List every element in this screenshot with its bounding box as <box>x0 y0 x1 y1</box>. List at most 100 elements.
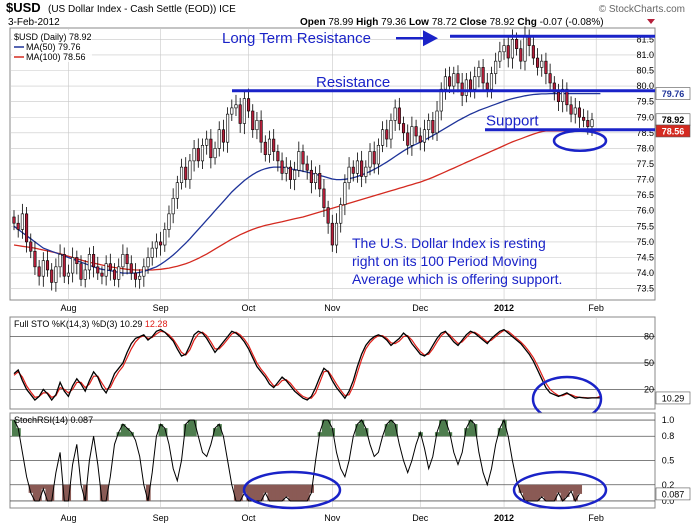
candle-body <box>318 173 322 190</box>
x-axis: Aug Aug Sep Sep Oct Oct Nov Nov Dec Dec 2012 2012 Fe… <box>60 303 604 523</box>
candle-body <box>360 160 364 177</box>
x-tick-label: Feb <box>588 303 604 313</box>
candle-body <box>87 254 91 271</box>
candle-body <box>448 76 452 87</box>
candle-body <box>494 60 498 74</box>
rsi-oversold-fill <box>531 484 536 501</box>
rsi-overbought-fill <box>434 432 440 437</box>
rsi-oversold-fill <box>522 484 528 501</box>
candle-body <box>577 107 581 118</box>
candle-body <box>154 241 158 249</box>
price-panel: 73.5 74.0 74.5 75.0 75.5 76.0 76.5 77.0 77.5 78.0… <box>9 26 691 301</box>
candle-body <box>536 57 540 68</box>
rsi-oversold-fill <box>238 484 243 501</box>
candle-body <box>561 88 565 102</box>
rsi-level-label: 0.5 <box>662 456 675 466</box>
rsi-oversold-fill <box>548 484 553 501</box>
candle-body <box>401 123 406 134</box>
rsi-oversold-fill <box>577 484 583 494</box>
rsi-overbought-fill <box>501 420 507 437</box>
candle-body <box>406 132 410 146</box>
rsi-last-tag-bg <box>655 487 691 501</box>
rsi-oversold-fill <box>288 484 294 501</box>
note-line-3: Average which is offering support. <box>352 271 562 287</box>
candle-body <box>586 120 590 127</box>
candle-body <box>209 138 213 159</box>
support-label: Support <box>486 113 539 130</box>
candle-body <box>548 73 552 84</box>
rsi-oversold-fill <box>292 484 298 501</box>
legend-price: $USD (Daily) 78.92 <box>14 32 92 42</box>
candle-body <box>485 82 489 90</box>
ohlc-readout: Open 78.99 High 79.36 Low 78.72 Close 78… <box>300 17 604 28</box>
candle-body <box>276 151 280 162</box>
ma50-last-tag: 79.76 <box>662 89 685 99</box>
candle-body <box>351 166 355 174</box>
candle-body <box>247 98 251 112</box>
candle-body <box>431 120 435 134</box>
candles-layer <box>12 26 594 292</box>
candle-body <box>418 135 422 143</box>
rsi-oversold-fill <box>37 484 42 501</box>
candle-body <box>29 241 33 252</box>
candle-body <box>452 73 456 87</box>
rsi-oct-highlight <box>242 470 342 510</box>
rsi-oversold-fill <box>145 484 151 501</box>
rsi-oversold-fill <box>535 484 541 501</box>
candle-body <box>71 257 75 274</box>
candle-body <box>267 138 272 155</box>
candle-body <box>54 266 58 283</box>
x-tick-label-bottom: Sep <box>153 513 169 523</box>
rsi-overbought-fill <box>355 424 361 437</box>
candle-body <box>523 35 527 62</box>
candle-body <box>565 88 569 106</box>
rsi-feb-highlight <box>512 470 608 510</box>
rsi-overbought-fill <box>192 420 197 437</box>
rsi-overbought-fill <box>183 424 189 437</box>
candle-body <box>121 254 125 268</box>
rsi-oversold-fill <box>271 484 277 501</box>
candle-body <box>226 113 230 143</box>
candle-body <box>25 213 29 243</box>
candle-body <box>305 163 309 171</box>
candle-body <box>20 213 24 230</box>
candle-body <box>133 272 138 280</box>
rsi-oversold-fill <box>66 484 72 501</box>
candle-body <box>381 129 385 146</box>
candle-body <box>200 145 205 162</box>
candle-body <box>569 104 573 115</box>
candle-body <box>347 166 351 183</box>
candle-body <box>301 151 305 165</box>
arrow-right-icon <box>423 30 438 47</box>
rsi-oversold-fill <box>99 484 105 501</box>
candle-body <box>263 141 267 155</box>
price-tick-label: 74.0 <box>636 268 654 278</box>
chart-date: 3-Feb-2012 <box>8 17 60 28</box>
sto-last-tag-bg <box>655 391 691 405</box>
rsi-oversold-fill <box>539 484 545 497</box>
candle-body <box>582 116 586 121</box>
candle-body <box>330 222 334 246</box>
rsi-overbought-fill <box>468 420 474 437</box>
rsi-oversold-fill <box>573 484 578 501</box>
x-tick-label: Sep <box>153 303 169 313</box>
x-tick-label-bottom: Oct <box>242 513 257 523</box>
candle-body <box>355 160 359 174</box>
candle-body <box>96 266 100 274</box>
candle-body <box>435 110 439 134</box>
candle-body <box>464 79 468 96</box>
watermark: © StockCharts.com <box>599 4 685 15</box>
rsi-overbought-fill <box>162 428 168 437</box>
candle-body <box>422 129 427 143</box>
candle-body <box>142 266 146 277</box>
rsi-oversold-fill <box>556 484 562 493</box>
candle-body <box>125 254 129 265</box>
x-tick-label-bottom: Feb <box>588 513 604 523</box>
rsi-overbought-fill <box>217 424 222 437</box>
price-grid <box>10 28 655 300</box>
price-tick-label: 78.0 <box>636 143 654 153</box>
candle-body <box>83 269 87 280</box>
price-tick-label: 73.5 <box>636 284 654 294</box>
symbol-name: (US Dollar Index - Cash Settle (EOD)) IC… <box>48 4 236 15</box>
